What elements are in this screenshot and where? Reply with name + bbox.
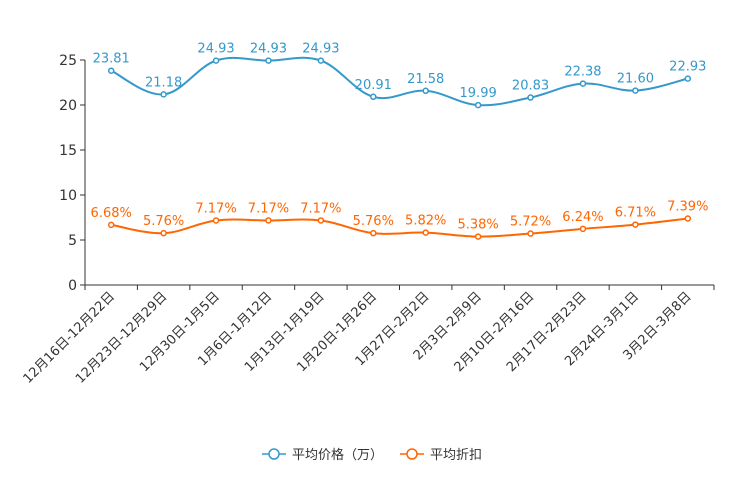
data-label: 7.17% [300, 201, 341, 216]
chart-series: 23.81 21.18 24.93 24.93 24.93 20.91 21.58 19.99… [91, 42, 708, 240]
data-label: 6.68% [91, 206, 132, 221]
data-label: 22.93 [669, 60, 706, 75]
data-point [370, 229, 377, 237]
data-point [527, 230, 534, 237]
legend-marker-icon [406, 448, 418, 460]
data-point [632, 87, 639, 94]
series-line [111, 217, 688, 238]
data-label: 7.17% [195, 201, 236, 216]
data-label: 24.93 [302, 42, 339, 57]
data-label: 6.24% [562, 210, 603, 225]
data-point [212, 217, 220, 224]
legend-item-avg-discount[interactable]: 平均折扣 [400, 448, 482, 463]
data-point [212, 57, 220, 64]
data-point [160, 229, 167, 237]
legend-marker-icon [268, 448, 280, 460]
data-label: 19.99 [460, 86, 497, 101]
data-point [579, 225, 587, 233]
y-tick-label: 10 [59, 188, 77, 204]
data-label: 5.72% [510, 215, 551, 230]
data-point [422, 87, 429, 95]
x-axis-labels: 12月16日-12月22日12月23日-12月29日12月30日-1月5日1月6… [21, 289, 695, 386]
data-point [265, 57, 272, 64]
series-avg-price: 23.81 21.18 24.93 24.93 24.93 20.91 21.58 19.99… [93, 42, 706, 109]
y-tick-label: 0 [68, 278, 77, 294]
data-label: 21.58 [407, 72, 444, 87]
series-avg-discount: 6.68% 5.76% 7.17% 7.17% 7.17% 5.76% 5.82% 5.38%… [91, 199, 708, 240]
data-label: 20.83 [512, 79, 549, 94]
data-point [527, 94, 534, 101]
data-point [422, 229, 429, 236]
data-label: 20.91 [355, 78, 392, 93]
data-label: 21.18 [145, 75, 182, 90]
x-tick-label: 12月16日-12月22日 [21, 289, 118, 386]
data-label: 7.39% [667, 199, 708, 214]
data-label: 21.60 [617, 72, 654, 87]
y-tick-label: 20 [59, 98, 77, 114]
data-label: 7.17% [248, 201, 289, 216]
data-label: 5.76% [143, 214, 184, 229]
data-label: 6.71% [615, 206, 656, 221]
data-point [474, 233, 482, 240]
legend-label: 平均折扣 [430, 448, 482, 463]
data-point [317, 217, 325, 224]
y-tick-label: 25 [59, 53, 77, 69]
data-point [107, 67, 115, 74]
data-point [474, 101, 482, 109]
data-label: 5.76% [353, 214, 394, 229]
data-label: 24.93 [250, 42, 287, 57]
x-tick-label: 12月23日-12月29日 [73, 289, 170, 386]
data-point [107, 221, 115, 229]
legend-label: 平均价格（万） [292, 447, 383, 463]
data-point [684, 75, 692, 82]
data-label: 22.38 [564, 65, 601, 80]
data-point [684, 215, 692, 222]
chart-legend[interactable]: 平均价格（万） 平均折扣 [262, 447, 482, 463]
data-point [632, 221, 639, 228]
data-point [317, 57, 325, 64]
data-point [579, 80, 587, 87]
y-tick-label: 15 [59, 143, 77, 159]
chart-axes: 0 5 10 15 20 25 [59, 53, 715, 294]
data-label: 5.82% [405, 214, 446, 229]
data-label: 24.93 [197, 42, 234, 57]
data-label: 23.81 [93, 52, 130, 67]
data-label: 5.38% [457, 218, 498, 233]
data-point [160, 91, 167, 98]
data-point [265, 217, 272, 224]
y-tick-label: 5 [68, 233, 77, 249]
legend-item-avg-price[interactable]: 平均价格（万） [262, 447, 383, 463]
data-point [370, 93, 377, 101]
